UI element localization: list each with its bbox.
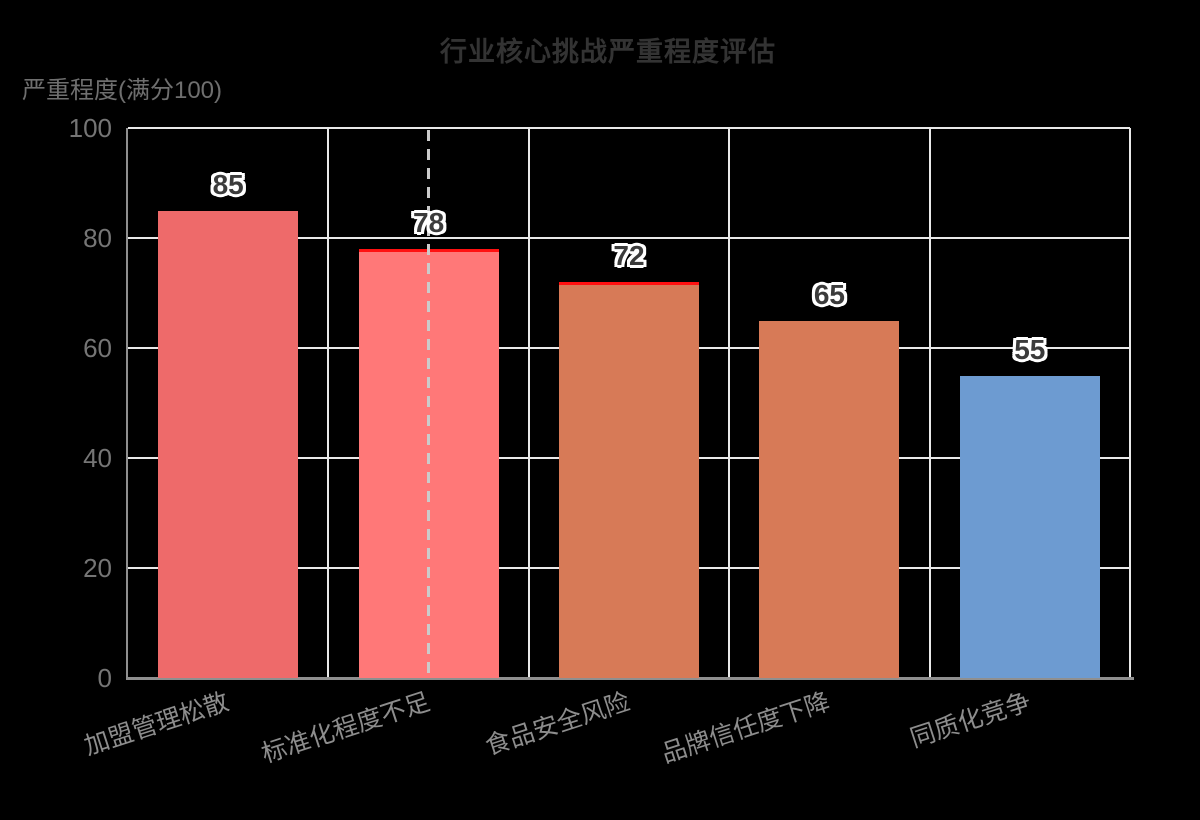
v-gridline	[728, 128, 731, 678]
bar-value-label: 85	[212, 168, 244, 200]
bar-食品安全风险	[559, 282, 699, 678]
chart-title: 行业核心挑战严重程度评估	[440, 37, 776, 67]
y-tick-label: 20	[83, 553, 112, 583]
x-axis-category-label: 食品安全风险	[482, 687, 634, 761]
v-gridline	[1129, 128, 1131, 678]
h-gridline	[128, 127, 1130, 129]
y-tick-label: 40	[83, 443, 112, 473]
bar-value-label: 78	[413, 207, 445, 238]
x-axis-line	[126, 677, 1134, 680]
x-axis-category-label: 同质化竞争	[906, 687, 1035, 753]
bar-value-label: 72	[613, 240, 645, 271]
bar-同质化竞争	[959, 375, 1100, 678]
y-tick-label: 100	[68, 113, 112, 143]
y-tick-label: 60	[83, 333, 112, 363]
plot-area: 0 20 40 60 80 100 85 加盟管理松散 78 标准化程度不足 72 食品安全风险 65 品…	[68, 113, 1134, 768]
y-axis-name: 严重程度(满分100)	[22, 77, 223, 104]
bar-加盟管理松散	[158, 210, 299, 678]
x-axis-category-label: 标准化程度不足	[257, 687, 433, 769]
bar-value-label: 65	[813, 278, 845, 310]
dashed-reference-line	[427, 130, 431, 678]
bar-品牌信任度下降	[759, 320, 900, 678]
bar-chart: 行业核心挑战严重程度评估 严重程度(满分100) 0 20 40 60 80 100 85 加…	[22, 37, 1134, 768]
x-axis-category-label: 品牌信任度下降	[658, 687, 834, 769]
h-gridline	[128, 237, 1130, 239]
v-gridline	[327, 128, 330, 678]
y-tick-label: 0	[97, 663, 112, 693]
bar-value-label: 55	[1014, 333, 1046, 365]
v-gridline	[527, 128, 530, 678]
v-gridline	[928, 128, 931, 678]
y-axis-line	[126, 128, 128, 678]
y-tick-label: 80	[83, 223, 112, 253]
